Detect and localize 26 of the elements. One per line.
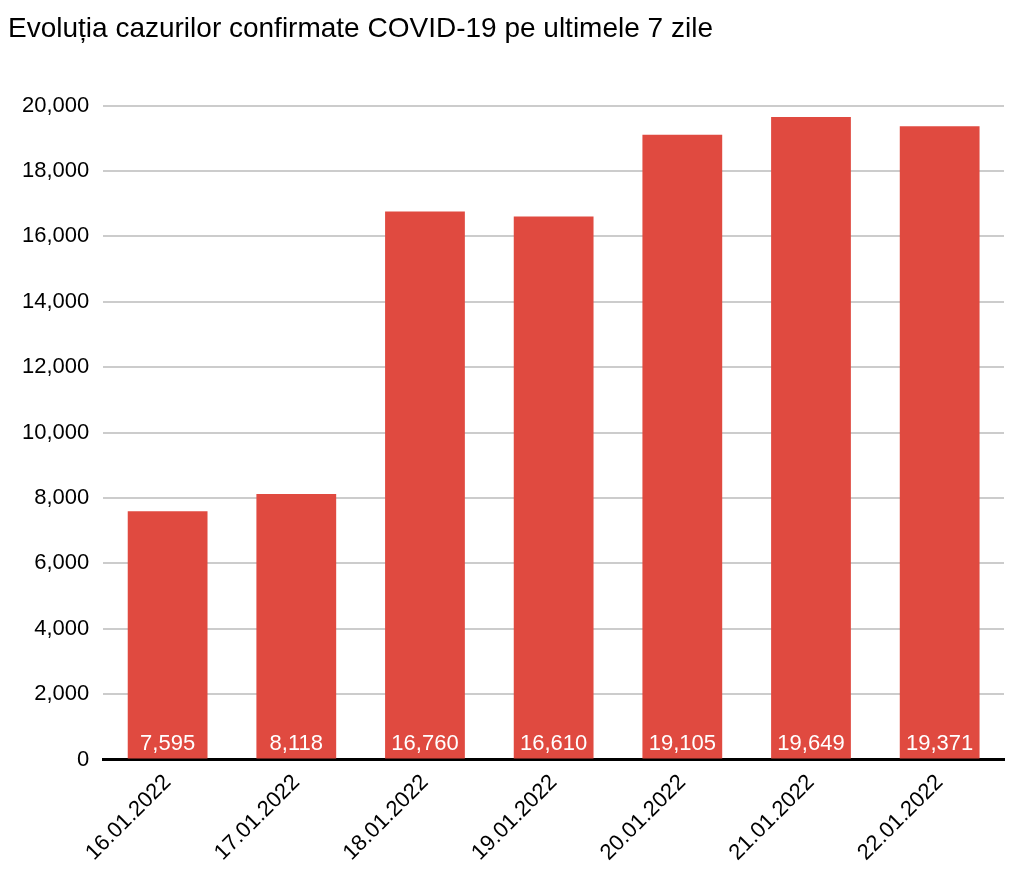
y-tick-label: 14,000	[21, 287, 90, 313]
bar	[771, 117, 851, 759]
bar	[256, 494, 337, 759]
data-label: 16,610	[520, 729, 588, 755]
y-tick-label: 18,000	[21, 157, 90, 183]
bar	[127, 511, 208, 759]
y-tick-label: 10,000	[21, 418, 90, 444]
data-label: 19,371	[906, 729, 974, 755]
y-tick-label: 20,000	[21, 91, 90, 117]
data-label: 7,595	[140, 729, 196, 755]
y-tick-label: 8,000	[34, 483, 90, 509]
data-label: 19,105	[648, 729, 716, 755]
y-tick-label: 16,000	[21, 222, 90, 248]
y-tick-label: 4,000	[34, 614, 90, 640]
data-label: 8,118	[269, 729, 324, 755]
bar	[642, 134, 723, 759]
y-tick-label: 0	[77, 745, 90, 771]
y-tick-label: 2,000	[34, 680, 90, 706]
data-label: 19,649	[777, 729, 845, 755]
bar	[513, 216, 594, 759]
bar	[899, 126, 980, 759]
y-tick-label: 6,000	[34, 549, 90, 575]
chart-title: Evoluția cazurilor confirmate COVID-19 pe ultimele 7 zile	[8, 11, 713, 43]
data-label: 16,760	[391, 729, 459, 755]
bar	[385, 211, 465, 759]
y-tick-label: 12,000	[21, 353, 90, 379]
